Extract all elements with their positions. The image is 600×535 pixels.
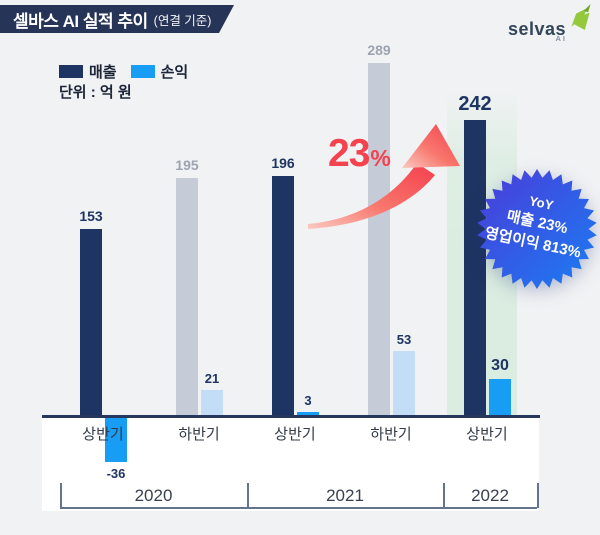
period-label: 상반기: [274, 426, 316, 443]
year-label: 2021: [326, 486, 364, 505]
year-label: 2020: [134, 486, 173, 505]
legend-label-revenue: 매출: [89, 64, 117, 81]
bracket-line: [60, 507, 537, 509]
legend-item-revenue: 매출: [59, 61, 117, 82]
revenue-bar: [368, 63, 390, 416]
revenue-bar: [464, 120, 486, 416]
bracket-tick: [247, 483, 249, 508]
bracket-tick: [443, 483, 445, 508]
bracket-tick: [537, 483, 539, 508]
year-label: 2022: [471, 486, 509, 505]
legend-label-profit: 손익: [160, 64, 189, 81]
growth-arrow: [308, 124, 460, 229]
growth-value: 23: [328, 132, 370, 175]
profit-bar: [201, 390, 223, 416]
page-subtitle: (연결 기준): [153, 13, 212, 28]
profit-bar: [297, 412, 319, 416]
profit-value-label: 21: [204, 371, 220, 386]
legend-item-profit: 손익: [130, 61, 189, 82]
page-title: 셀바스 AI 실적 추이: [13, 11, 148, 31]
period-label: 상반기: [82, 426, 124, 443]
header-banner: 셀바스 AI 실적 추이 (연결 기준): [0, 5, 234, 33]
profit-value-label: -36: [106, 466, 126, 481]
bracket-tick: [60, 483, 62, 508]
period-label: 상반기: [466, 426, 508, 443]
yoy-badge-star: [477, 169, 597, 289]
chart-legend: 매출 손익: [59, 61, 188, 82]
revenue-value-label: 195: [175, 157, 199, 173]
profit-bar: [105, 418, 127, 462]
revenue-value-label: 196: [271, 155, 295, 171]
revenue-value-label: 242: [458, 93, 492, 115]
revenue-bar: [272, 176, 294, 416]
profit-value-label: 53: [396, 332, 412, 347]
growth-percent-sign: %: [370, 145, 390, 171]
profit-swatch: [130, 65, 155, 78]
selvas-leaf-icon: [571, 4, 591, 31]
profit-bar: [393, 351, 415, 416]
selvas-logo: selvas AI: [507, 4, 591, 43]
logo-ai-text: AI: [555, 34, 567, 43]
unit-label: 단위 : 억 원: [59, 84, 132, 101]
x-axis-line: [42, 415, 540, 418]
logo-brand-text: selvas: [507, 19, 566, 39]
period-label: 하반기: [370, 426, 412, 443]
revenue-bar: [176, 178, 198, 416]
growth-label: 23 %: [328, 132, 391, 175]
profit-value-label: 30: [491, 357, 509, 374]
revenue-value-label: 289: [367, 42, 391, 58]
profit-bar: [489, 379, 511, 416]
revenue-value-label: 153: [79, 208, 103, 224]
period-label: 하반기: [178, 426, 220, 443]
profit-value-label: 3: [304, 393, 312, 408]
revenue-swatch: [59, 65, 83, 78]
revenue-bar: [80, 229, 102, 416]
